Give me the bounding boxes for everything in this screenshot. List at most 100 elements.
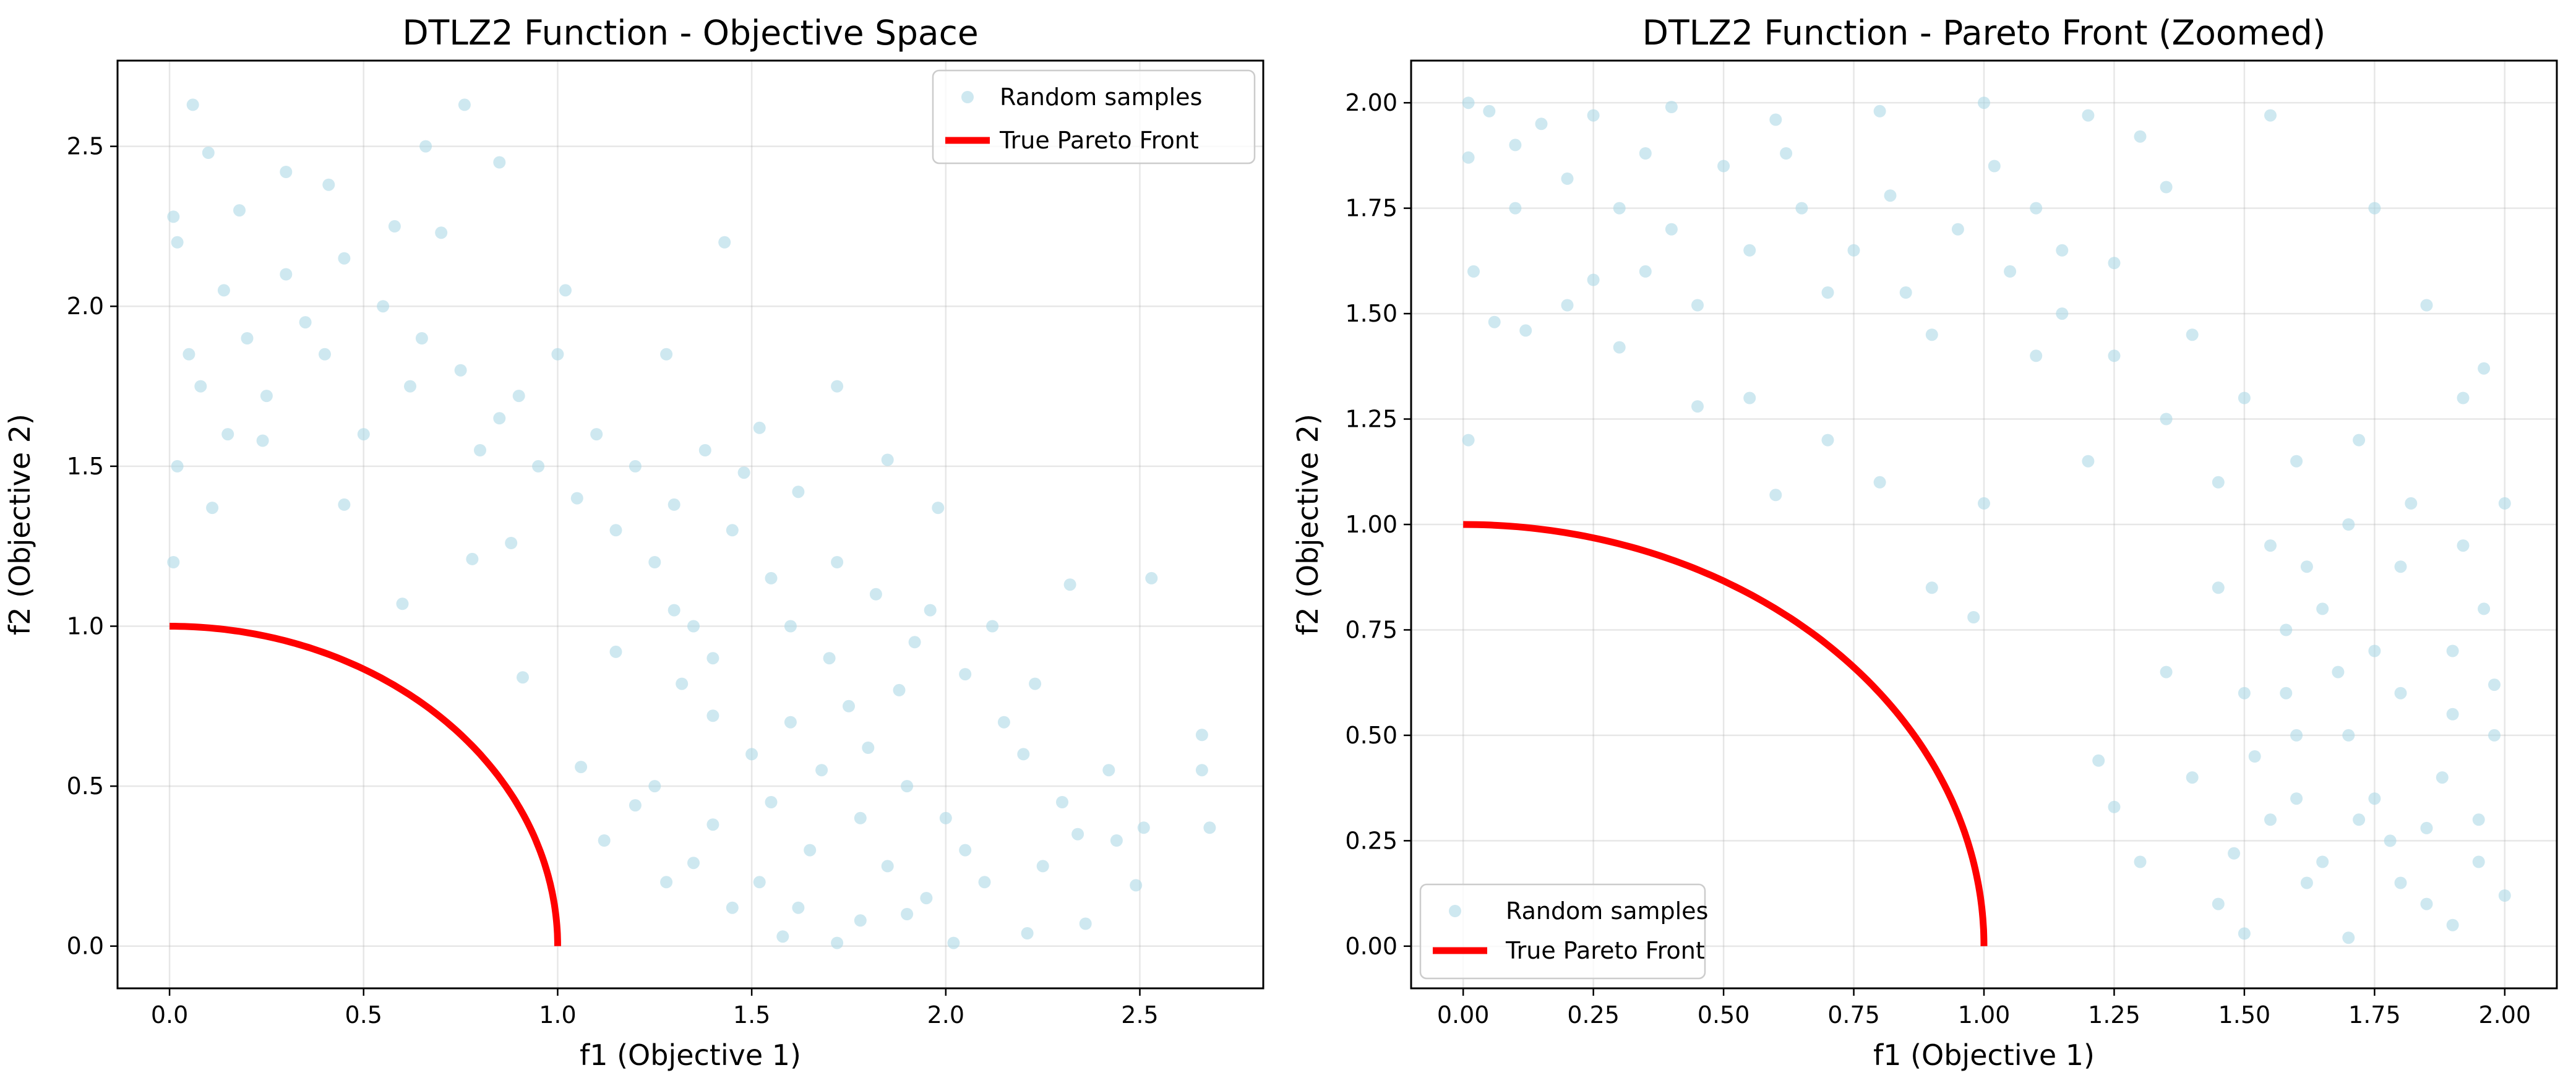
right-legend: Random samples True Pareto Front [1419,883,1708,980]
right-sample-point [2290,455,2303,468]
left-sample-point [167,210,180,223]
left-sample-point [869,588,882,601]
right-sample-point [2353,434,2366,447]
left-data-marks [167,98,1216,949]
left-sample-point [776,930,789,943]
right-sample-point [2394,687,2407,700]
left-plot-frame [116,59,1264,990]
left-sample-point [660,348,673,361]
right-gridlines [1411,61,2557,988]
left-sample-point [1079,917,1092,930]
left-sample-point [687,857,700,870]
left-sample-point [532,460,545,473]
left-sample-point [854,811,867,824]
right-sample-point [1462,151,1475,164]
right-sample-point [2342,729,2355,742]
left-sample-point [901,780,914,793]
left-sample-point [206,502,219,515]
left-sample-point [698,444,711,456]
left-sample-point [415,332,428,344]
left-sample-point [986,620,999,633]
left-sample-point [260,390,273,403]
left-sample-point [512,390,525,403]
left-sample-point [598,834,611,847]
left-sample-point [959,668,972,681]
right-sample-point [2264,813,2277,826]
left-sample-point [784,716,797,729]
right-sample-point [1462,96,1475,109]
right-y-tick-label: 0.50 [1345,722,1397,749]
right-sample-point [2446,644,2459,657]
left-sample-point [881,860,894,873]
left-sample-point [167,556,180,568]
right-sample-point [2290,792,2303,805]
right-sample-point [2108,257,2121,270]
right-sample-point [1967,611,1980,623]
left-sample-point [862,742,875,754]
right-sample-point [2186,328,2199,341]
left-sample-point [609,524,622,537]
right-x-axis-label: f1 (Objective 1) [1873,1038,2095,1072]
left-sample-point [1145,571,1158,584]
left-sample-point [221,428,234,441]
left-sample-point [660,876,673,889]
right-sample-point [2478,602,2491,615]
right-y-tick-label: 1.50 [1345,300,1397,327]
right-sample-point [2108,349,2121,362]
right-sample-point [1613,202,1626,215]
right-legend-front-label: True Pareto Front [1505,937,1705,964]
right-sample-point [2316,602,2329,615]
left-y-tick-label: 2.0 [67,293,104,320]
right-sample-point [2342,518,2355,531]
right-sample-point [2212,581,2225,594]
right-x-tick-label: 1.50 [2218,1001,2271,1029]
left-sample-point [280,268,293,281]
left-sample-point [718,236,731,249]
left-sample-point [1029,677,1042,690]
right-x-tick-label: 0.75 [1827,1001,1880,1029]
left-sample-point [908,636,921,649]
right-sample-point [2264,109,2277,122]
right-y-axis-label: f2 (Objective 2) [1291,414,1324,635]
left-sample-point [676,677,689,690]
left-sample-point [570,492,583,505]
right-sample-point [2092,754,2105,767]
right-sample-point [2082,109,2095,122]
right-sample-point [2478,362,2491,375]
right-sample-point [2300,876,2313,889]
left-x-axis-label: f1 (Objective 1) [580,1038,801,1072]
right-y-tick-label: 1.00 [1345,511,1397,538]
right-sample-point [1899,286,1912,299]
left-sample-point [1036,860,1049,873]
right-x-tick-label: 0.25 [1567,1001,1620,1029]
right-sample-point [1717,160,1730,173]
left-sample-point [881,453,894,466]
left-sample-point [194,380,207,393]
right-sample-point [2472,855,2485,868]
right-y-tick-label: 1.75 [1345,195,1397,222]
right-sample-point [1925,328,1938,341]
left-sample-point [706,709,719,722]
left-sample-point [319,348,331,361]
left-x-tick-label: 0.5 [345,1001,382,1029]
right-sample-point [1873,476,1886,489]
right-sample-point [2004,265,2017,278]
left-sample-point [947,936,960,949]
left-sample-point [299,316,312,329]
right-chart-title: DTLZ2 Function - Pareto Front (Zoomed) [1642,13,2326,53]
right-sample-point [2300,560,2313,573]
right-sample-point [2394,876,2407,889]
left-sample-point [559,284,572,297]
right-sample-point [2212,897,2225,910]
right-sample-point [1978,96,1990,109]
right-sample-point [2394,560,2407,573]
left-sample-point [792,486,805,498]
left-sample-point [419,140,432,153]
left-x-tick-label: 2.0 [927,1001,964,1029]
right-sample-point [2134,855,2147,868]
left-sample-point [1056,796,1068,808]
left-sample-point [466,552,479,565]
left-sample-point [920,892,933,905]
left-sample-point [338,252,351,265]
